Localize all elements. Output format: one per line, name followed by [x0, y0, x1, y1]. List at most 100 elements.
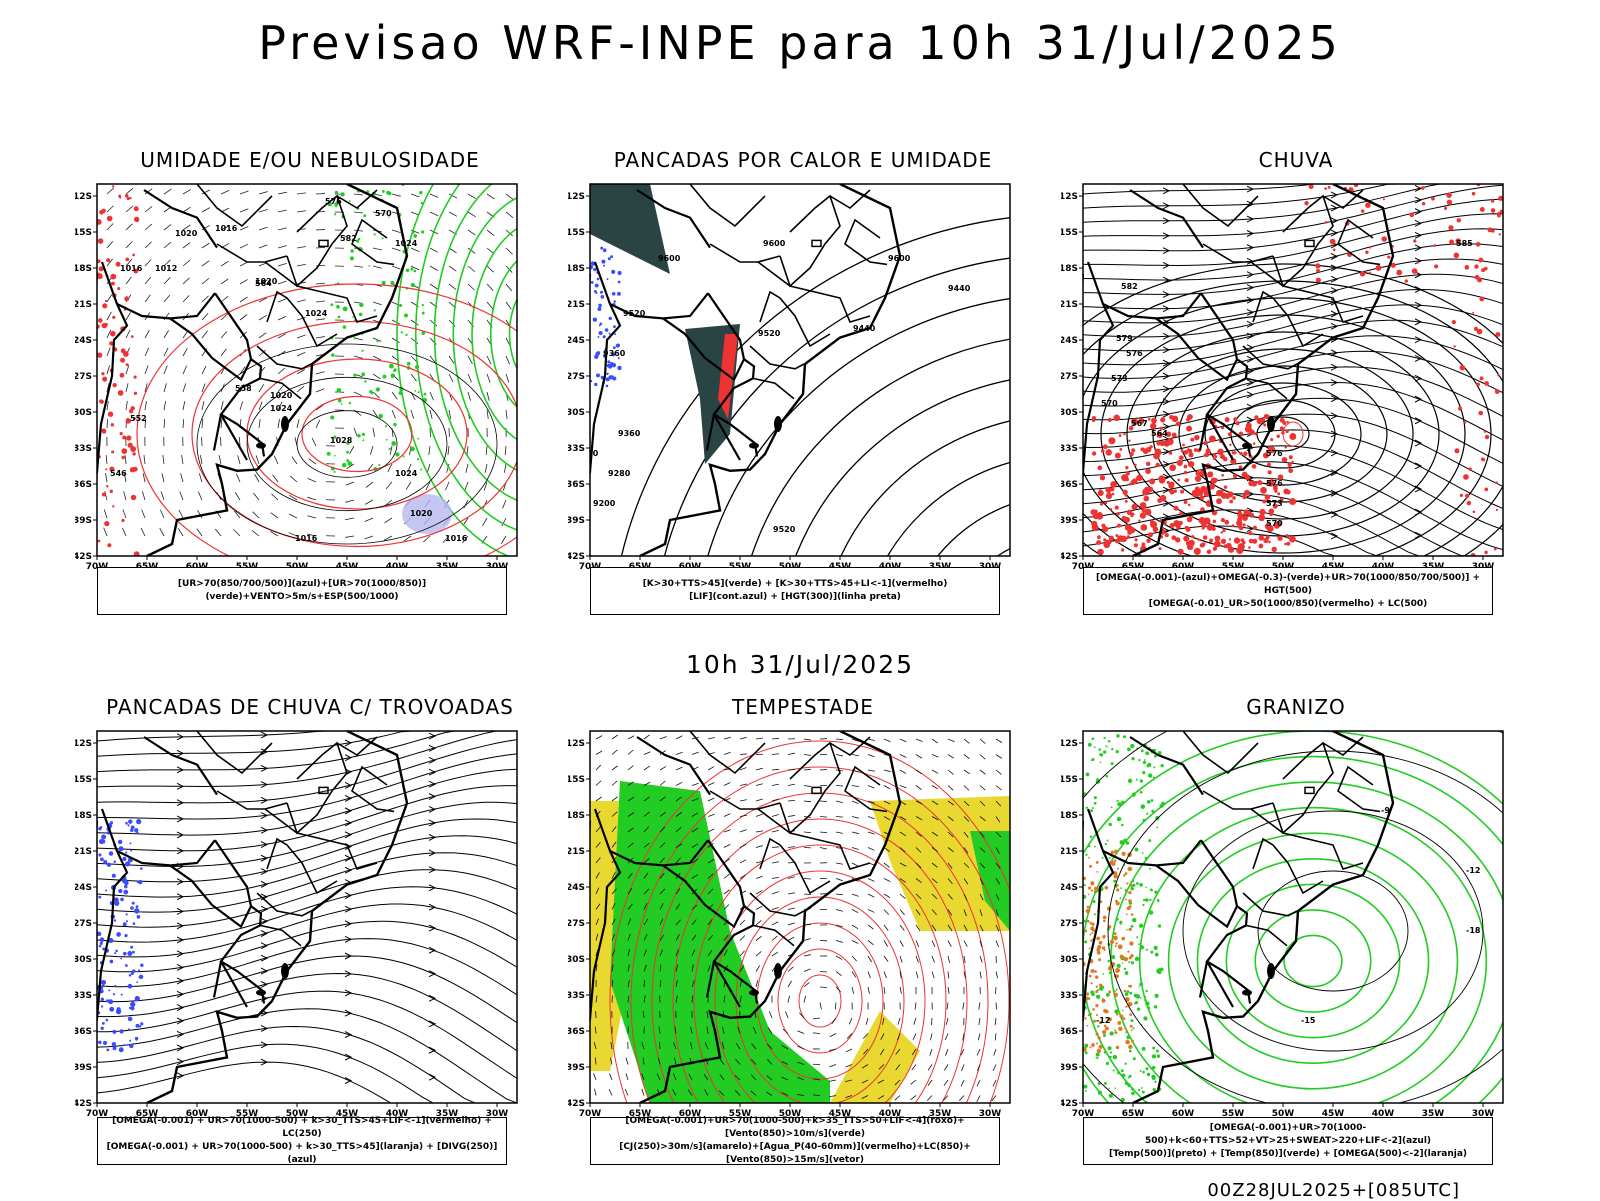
legend-chuva: [OMEGA(-0.001)-(azul)+OMEGA(-0.3)-(verde… — [1083, 567, 1493, 615]
contour-label: 1024 — [270, 404, 293, 413]
contour-label: 1016 — [120, 264, 143, 273]
contour-label: 1020 — [175, 229, 198, 238]
lat-tick-label: 27S — [1061, 919, 1078, 929]
lat-tick-label: 18S — [568, 264, 585, 274]
panel-title: TEMPESTADE — [568, 695, 1038, 719]
lat-tick-label: 24S — [1061, 336, 1078, 346]
contour-label: 546 — [110, 469, 127, 478]
legend-granizo: [OMEGA(-0.001)+UR>70(1000-500)+k<60+TTS>… — [1083, 1117, 1493, 1165]
lat-tick-label: 36S — [568, 1027, 585, 1037]
contour-label: 564 — [1151, 429, 1168, 438]
lat-tick-label: 12S — [1061, 739, 1078, 749]
lat-tick-label: 42S — [75, 1099, 92, 1109]
contour-label: 9600 — [658, 254, 681, 263]
map-2: 58558257957657357056756457657657357012S1… — [1061, 176, 1531, 596]
lat-tick-label: 30S — [1061, 408, 1078, 418]
contour-label: 573 — [1266, 499, 1283, 508]
lat-tick-label: 24S — [75, 336, 92, 346]
legend-line: [OMEGA(-0.001)-(azul)+OMEGA(-0.3)-(verde… — [1084, 572, 1492, 598]
lat-tick-label: 15S — [568, 775, 585, 785]
contour-label: 9520 — [758, 329, 781, 338]
lat-tick-label: 21S — [568, 300, 585, 310]
lat-tick-label: 12S — [568, 192, 585, 202]
lat-tick-label: 18S — [75, 264, 92, 274]
lat-tick-label: 42S — [568, 552, 585, 562]
lat-tick-label: 42S — [1061, 552, 1078, 562]
contour-label: -15 — [1301, 1016, 1316, 1025]
lat-tick-label: 33S — [1061, 991, 1078, 1001]
contour-label: 9360 — [618, 429, 641, 438]
contour-label: 1016 — [295, 534, 318, 543]
lat-tick-label: 30S — [568, 408, 585, 418]
lat-tick-label: 12S — [568, 739, 585, 749]
legend-line: [OMEGA(-0.001) + UR>70(1000-500) + k>30_… — [98, 1141, 506, 1167]
contour-label: 1020 — [410, 509, 433, 518]
legend-pancadas-calor: [K>30+TTS>45](verde) + [K>30+TTS>45+LI<-… — [590, 567, 1000, 615]
lat-tick-label: 24S — [568, 883, 585, 893]
contour-label: 576 — [1126, 349, 1143, 358]
lat-tick-label: 18S — [1061, 264, 1078, 274]
lat-tick-label: 21S — [1061, 300, 1078, 310]
lat-tick-label: 12S — [75, 739, 92, 749]
lat-tick-label: 36S — [75, 480, 92, 490]
field-overlay — [96, 731, 517, 1103]
contour-label: 1028 — [330, 436, 353, 445]
lat-tick-label: 18S — [1061, 811, 1078, 821]
contour-label: 570 — [1266, 519, 1283, 528]
legend-line: [K>30+TTS>45](verde) + [K>30+TTS>45+LI<-… — [591, 578, 999, 591]
contour-label: 1012 — [155, 264, 177, 273]
lat-tick-label: 36S — [568, 480, 585, 490]
contour-label: 576 — [1266, 479, 1283, 488]
contour-label: 567 — [1131, 419, 1148, 428]
contour-label: 564 — [255, 279, 272, 288]
lat-tick-label: 21S — [75, 300, 92, 310]
lat-tick-label: 36S — [1061, 1027, 1078, 1037]
lat-tick-label: 24S — [75, 883, 92, 893]
lat-tick-label: 39S — [75, 1063, 92, 1073]
contour-label: 1024 — [395, 239, 418, 248]
lat-tick-label: 39S — [568, 1063, 585, 1073]
coastline-and-borders — [1061, 184, 1393, 556]
contour-label: 1024 — [395, 469, 418, 478]
lat-tick-label: 42S — [568, 1099, 585, 1109]
contour-label: 1016 — [445, 534, 468, 543]
lat-tick-label: 24S — [568, 336, 585, 346]
lat-tick-label: 30S — [75, 955, 92, 965]
lat-tick-label: 33S — [568, 991, 585, 1001]
legend-line: [UR>70(850/700/500)](azul)+[UR>70(1000/8… — [98, 578, 506, 604]
contour-label: 570 — [1101, 399, 1118, 408]
legend-line: [OMEGA(-0.001)+UR>70(1000-500)+k>35_TTS>… — [591, 1115, 999, 1141]
lat-tick-label: 39S — [75, 516, 92, 526]
legend-line: [LIF](cont.azul) + [HGT(300)](linha pret… — [591, 591, 999, 604]
lat-tick-label: 18S — [75, 811, 92, 821]
lat-tick-label: 15S — [568, 228, 585, 238]
panel-title: GRANIZO — [1061, 695, 1531, 719]
contour-label: 1016 — [215, 224, 238, 233]
contour-label: 1024 — [305, 309, 328, 318]
lat-tick-label: 30S — [568, 955, 585, 965]
legend-pancadas-trovoadas: [OMEGA(-0.001) + UR>70(1000-500) + k>30_… — [97, 1117, 507, 1165]
panel-title: CHUVA — [1061, 148, 1531, 172]
contour-label: 552 — [130, 414, 147, 423]
contour-label: 585 — [1456, 239, 1473, 248]
lat-tick-label: 27S — [568, 372, 585, 382]
lat-tick-label: 15S — [75, 228, 92, 238]
lat-tick-label: 33S — [1061, 444, 1078, 454]
lat-tick-label: 21S — [1061, 847, 1078, 857]
contour-label: 579 — [1116, 334, 1133, 343]
field-overlay — [590, 735, 1030, 1143]
contour-label: -12 — [1096, 1016, 1110, 1025]
lat-tick-label: 15S — [1061, 775, 1078, 785]
map-1: 9600960095209520944093609360928092009520… — [568, 176, 1038, 596]
